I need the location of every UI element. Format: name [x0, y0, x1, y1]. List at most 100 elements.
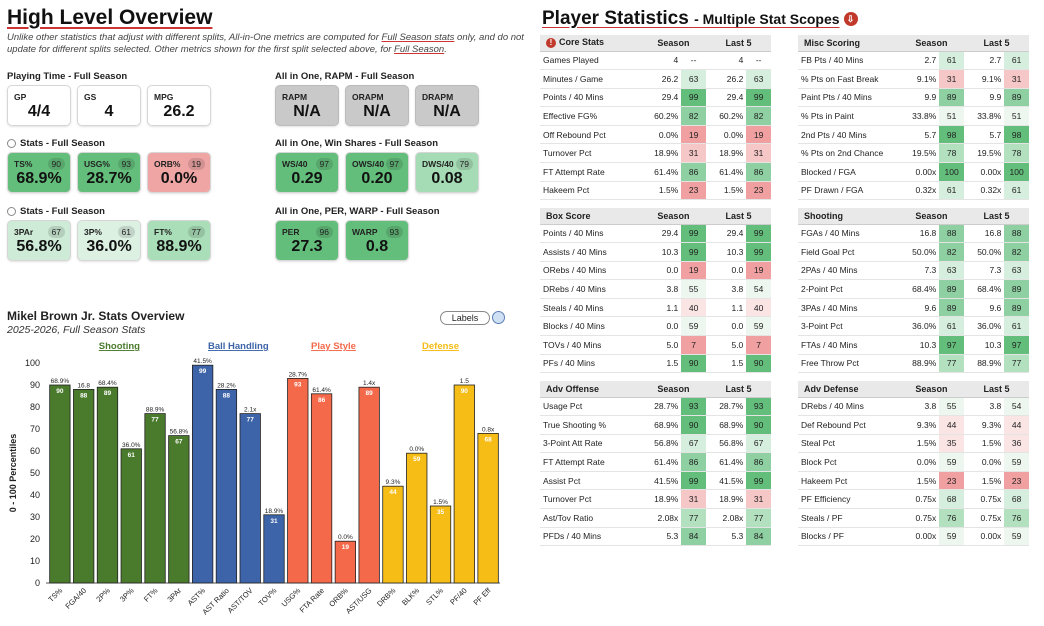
table-title: Shooting: [798, 208, 899, 225]
labels-toggle[interactable]: [492, 311, 505, 324]
labels-button[interactable]: Labels: [440, 311, 490, 325]
metric-card-value: 0.20: [361, 170, 393, 187]
stats1-radio[interactable]: [7, 139, 16, 148]
chart-title: Mikel Brown Jr. Stats Overview: [7, 309, 185, 323]
stat-name: DRebs / 40 Mins: [540, 279, 641, 299]
column-header: Last 5: [963, 208, 1029, 225]
stat-name: Steal Pct: [798, 434, 899, 454]
note-link-full-season: Full Season stats: [381, 32, 455, 43]
stat-name: 2nd Pts / 40 Mins: [798, 125, 899, 145]
bar-raw-label: 2.1x: [244, 407, 257, 414]
metric-card-label: DRAPM: [422, 92, 454, 102]
download-icon[interactable]: ⇩: [843, 11, 858, 26]
stat-value: 9.9: [898, 88, 940, 108]
stat-percentile: 78: [1004, 143, 1029, 164]
stat-value: 41.5%: [705, 471, 747, 491]
bar-raw-label: 88.9%: [146, 407, 165, 414]
stat-value: 0.75x: [963, 508, 1005, 528]
player-statistics-subtitle: - Multiple Stat Scopes: [694, 11, 840, 27]
bar-ast-tov: [239, 413, 261, 584]
stat-name: PFDs / 40 Mins: [540, 527, 641, 547]
stat-name: PFs / 40 Mins: [540, 354, 641, 374]
bar-raw-label: 0.0%: [409, 446, 424, 453]
bar-pf-40: [453, 384, 475, 584]
stat-value: 18.9%: [640, 143, 682, 164]
bar-percentile-label: 31: [270, 518, 278, 525]
stats-table-shooting: Shooting Season Last 5 FGAs / 40 Mins 16.8 88…: [798, 208, 1029, 374]
y-tick-label: 30: [30, 512, 40, 522]
column-header: Last 5: [963, 381, 1029, 398]
metric-card-ts-: TS% 68.9% 90: [7, 152, 71, 193]
stat-value: 0.0: [640, 316, 682, 337]
stat-percentile: 77: [746, 508, 771, 528]
stat-percentile: 19: [746, 125, 771, 145]
metric-card-3p-: 3P% 36.0% 61: [77, 220, 141, 261]
bar-percentile-label: 77: [151, 417, 159, 424]
stat-value: 29.4: [640, 224, 682, 244]
chart-subtitle: 2025-2026, Full Season Stats: [7, 324, 146, 336]
stat-percentile: 99: [746, 471, 771, 491]
x-tick-label: FGA/40: [63, 586, 88, 611]
stat-value: 28.7%: [705, 397, 747, 417]
stat-name: Hakeem Pct: [540, 181, 641, 201]
table-row: PFs / 40 Mins 1.5 90 1.5 90: [540, 354, 771, 374]
stat-name: ORebs / 40 Mins: [540, 261, 641, 281]
x-tick-label: TOV%: [257, 586, 279, 608]
stat-percentile: 55: [681, 279, 706, 299]
stat-percentile: 97: [1004, 335, 1029, 355]
stat-value: 0.0: [705, 316, 747, 337]
table-row: PFDs / 40 Mins 5.3 84 5.3 84: [540, 527, 771, 547]
stat-value: 10.3: [898, 335, 940, 355]
stat-value: 68.9%: [705, 415, 747, 435]
bar-raw-label: 1.5: [460, 378, 469, 385]
stat-percentile: 59: [1004, 452, 1029, 472]
bar-raw-label: 9.3%: [386, 479, 401, 486]
bar-2p-: [96, 386, 119, 584]
stats2-radio[interactable]: [7, 207, 16, 216]
stat-percentile: 59: [939, 527, 964, 547]
metric-card-label: WARP: [352, 227, 378, 237]
bar-raw-label: 0.8x: [482, 426, 495, 433]
bar-fga-40: [73, 389, 95, 584]
playing-time-header-text: Playing Time - Full Season: [7, 71, 128, 82]
table-header-row: Shooting Season Last 5: [798, 208, 1029, 225]
stat-value: 1.5%: [705, 181, 747, 201]
table-row: Minutes / Game 26.2 63 26.2 63: [540, 69, 771, 89]
player-statistics-panel: Player Statistics - Multiple Stat Scopes…: [540, 0, 1040, 624]
x-tick-label: AST/TOV: [226, 586, 255, 615]
y-tick-label: 90: [30, 380, 40, 390]
stat-name: Games Played: [540, 51, 641, 71]
stat-value: 9.6: [963, 298, 1005, 318]
bar-raw-label: 36.0%: [122, 442, 141, 449]
stat-percentile: 59: [1004, 527, 1029, 547]
column-header: Last 5: [705, 381, 771, 398]
x-tick-label: PF/40: [448, 586, 469, 607]
stat-percentile: 61: [939, 316, 964, 337]
bar-percentile-label: 61: [128, 452, 136, 459]
stat-value: 33.8%: [963, 106, 1005, 126]
stat-percentile: 54: [1004, 397, 1029, 417]
metric-card-ft-: FT% 88.9% 77: [147, 220, 211, 261]
stat-percentile: 61: [939, 51, 964, 71]
table-row: DRebs / 40 Mins 3.8 55 3.8 54: [540, 279, 771, 299]
bar-raw-label: 1.5%: [433, 499, 448, 506]
table-title: Misc Scoring: [798, 35, 899, 52]
bar-raw-label: 1.4x: [363, 380, 376, 387]
stat-percentile: 86: [681, 452, 706, 472]
metric-card-percentile: 97: [385, 158, 403, 170]
metric-card-percentile: 67: [47, 226, 65, 238]
metric-card-label: DWS/40: [422, 159, 454, 169]
player-statistics-title: Player Statistics - Multiple Stat Scopes…: [542, 8, 858, 30]
table-row: FB Pts / 40 Mins 2.7 61 2.7 61: [798, 51, 1029, 71]
stat-name: FTAs / 40 Mins: [798, 335, 899, 355]
playing-time-header: Playing Time - Full Season: [7, 71, 127, 82]
stat-name: Blocks / PF: [798, 527, 899, 547]
metric-card-percentile: 61: [117, 226, 135, 238]
stat-percentile: 61: [1004, 316, 1029, 337]
table-header-row: Adv Defense Season Last 5: [798, 381, 1029, 398]
bar-fta-rate: [310, 393, 333, 584]
stat-percentile: 23: [681, 181, 706, 201]
metric-card-value: N/A: [433, 103, 461, 120]
bar-orb-: [334, 540, 356, 584]
metric-card-warp: WARP 0.8 93: [345, 220, 409, 261]
